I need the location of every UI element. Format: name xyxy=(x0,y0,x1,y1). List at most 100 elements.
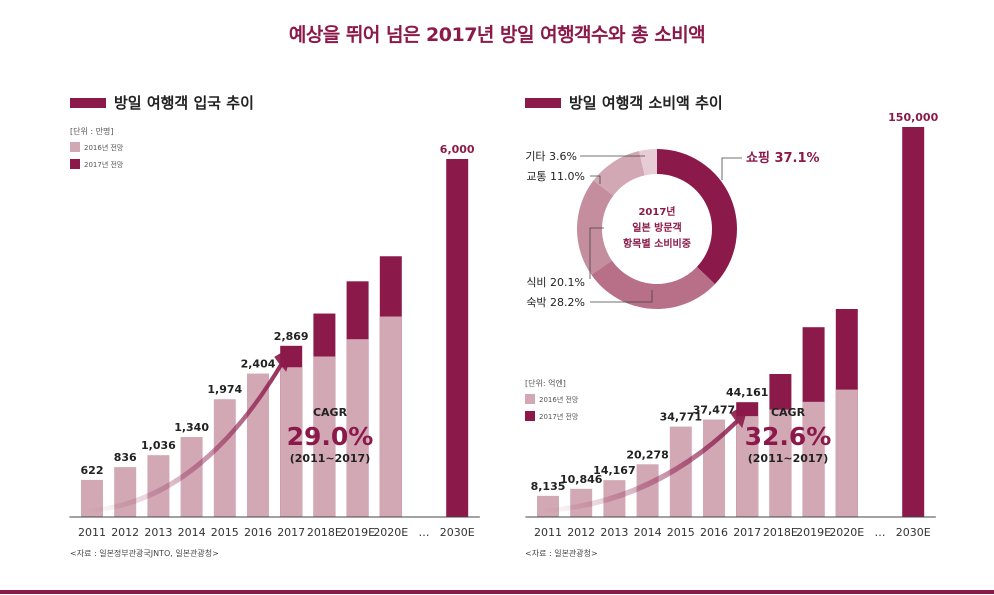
page-title: 예상을 뛰어 넘은 2017년 방일 여행객수와 총 소비액 xyxy=(288,24,706,46)
arrivals-data-label-2011: 622 xyxy=(81,464,104,477)
arrivals-bar-2016-2017 xyxy=(280,367,303,517)
arrivals-bar-2016-2011 xyxy=(81,479,103,517)
arrivals-tick-label-2016: 2016 xyxy=(244,526,272,539)
spending-tick-label-2011: 2011 xyxy=(534,526,562,539)
arrivals-tick-label-2030E: 2030E xyxy=(440,526,475,539)
spending-bar-2016-2020E xyxy=(835,389,858,517)
donut-center-label-0: 2017년 xyxy=(638,205,675,218)
arrivals-unit: [단위 : 만명] xyxy=(70,126,113,136)
spending-bar-2016-2014 xyxy=(636,464,659,517)
arrivals-bar-2016-2014 xyxy=(180,437,203,517)
arrivals-source: <자료 : 일본정부관광국JNTO, 일본관광청> xyxy=(70,548,219,558)
spending-data-label-2015: 34,771 xyxy=(660,411,702,424)
spending-bar-2016-2012 xyxy=(570,488,593,517)
spending-data-label-2013: 14,167 xyxy=(593,464,635,477)
spending-cagr-value: 32.6% xyxy=(745,422,832,451)
arrivals-tick-label-2014: 2014 xyxy=(178,526,206,539)
arrivals-tick-label-2011: 2011 xyxy=(78,526,106,539)
spending-tick-label-2015: 2015 xyxy=(667,526,695,539)
spending-bar-2016-2011 xyxy=(537,495,559,517)
spending-data-label-2030E: 150,000 xyxy=(888,111,938,124)
arrivals-bar-2016-2012 xyxy=(114,467,137,517)
donut-leader-숙박 xyxy=(590,290,653,303)
arrivals-tick-label-2015: 2015 xyxy=(211,526,239,539)
spending-bar-2016-2017 xyxy=(736,416,759,517)
spending-legend-swatch-1 xyxy=(525,411,535,421)
arrivals-bar-2016-2020E xyxy=(379,316,402,517)
arrivals-data-label-2017: 2,869 xyxy=(274,330,309,343)
donut-label-숙박: 숙박 28.2% xyxy=(526,296,585,309)
arrivals-tick-label-2020E: 2020E xyxy=(373,526,408,539)
arrivals-bar-2017-2030E xyxy=(446,159,469,517)
arrivals-bar-2016-2018E xyxy=(313,356,336,517)
arrivals-cagr-value: 29.0% xyxy=(287,422,374,451)
spending-data-label-2016: 37,477 xyxy=(693,404,735,417)
arrivals-tick-label-2019E: 2019E xyxy=(340,526,375,539)
arrivals-legend-swatch-1 xyxy=(70,159,80,169)
spending-cagr-label: CAGR xyxy=(771,406,806,419)
spending-legend-swatch-0 xyxy=(525,394,535,404)
arrivals-cagr-label: CAGR xyxy=(313,406,348,419)
spending-tick-label-2014: 2014 xyxy=(634,526,662,539)
spending-tick-label-2017: 2017 xyxy=(733,526,761,539)
arrivals-legend-label-0: 2016년 전망 xyxy=(84,143,124,152)
donut-leader-교통 xyxy=(590,175,601,184)
spending-data-label-2017: 44,161 xyxy=(726,386,768,399)
arrivals-data-label-2016: 2,404 xyxy=(241,358,276,371)
arrivals-data-label-2014: 1,340 xyxy=(174,421,209,434)
arrivals-bar-2016-2016 xyxy=(247,373,269,517)
donut-center-label-1: 일본 방문객 xyxy=(632,221,681,234)
spending-legend-label-1: 2017년 전망 xyxy=(539,412,579,421)
arrivals-data-label-2012: 836 xyxy=(114,451,137,464)
spending-tick-label-2020E: 2020E xyxy=(829,526,864,539)
arrivals-legend-swatch-0 xyxy=(70,142,80,152)
donut-leader-식비 xyxy=(589,227,604,279)
spending-tick-label-2018E: 2018E xyxy=(763,526,798,539)
donut-leader-쇼핑 xyxy=(721,157,742,180)
spending-source: <자료 : 일본관광청> xyxy=(525,548,598,558)
spending-cagr-period: (2011~2017) xyxy=(748,452,829,465)
arrivals-cagr-period: (2011~2017) xyxy=(290,452,371,465)
spending-bar-2016-2018E xyxy=(769,409,792,517)
arrivals-tick-label-…: … xyxy=(419,526,430,539)
spending-data-label-2011: 8,135 xyxy=(531,480,566,493)
donut-slice-숙박 xyxy=(591,260,715,309)
donut-label-교통: 교통 11.0% xyxy=(526,170,585,183)
spending-tick-label-2019E: 2019E xyxy=(796,526,831,539)
donut-slice-교통 xyxy=(593,151,645,196)
arrivals-data-label-2030E: 6,000 xyxy=(440,143,475,156)
bottom-divider xyxy=(0,590,994,594)
donut-label-쇼핑: 쇼핑 37.1% xyxy=(746,150,820,166)
spending-tick-label-2013: 2013 xyxy=(600,526,628,539)
donut-label-기타: 기타 3.6% xyxy=(525,150,577,163)
spending-bar-2016-2019E xyxy=(802,401,825,517)
spending-tick-label-…: … xyxy=(875,526,886,539)
arrivals-title: 방일 여행객 입국 추이 xyxy=(114,94,254,112)
spending-tick-label-2012: 2012 xyxy=(567,526,595,539)
arrivals-tick-label-2018E: 2018E xyxy=(307,526,342,539)
spending-tick-label-2016: 2016 xyxy=(700,526,728,539)
spending-title: 방일 여행객 소비액 추이 xyxy=(569,94,723,112)
spending-title-marker xyxy=(525,98,561,108)
arrivals-legend-label-1: 2017년 전망 xyxy=(84,160,124,169)
arrivals-data-label-2013: 1,036 xyxy=(141,439,176,452)
arrivals-title-marker xyxy=(70,98,106,108)
spending-unit: [단위: 억엔] xyxy=(525,378,566,388)
donut-slice-쇼핑 xyxy=(657,149,738,285)
spending-data-label-2012: 10,846 xyxy=(560,473,603,486)
spending-legend-label-0: 2016년 전망 xyxy=(539,395,579,404)
arrivals-bar-2016-2013 xyxy=(147,455,170,517)
arrivals-tick-label-2017: 2017 xyxy=(277,526,305,539)
arrivals-bar-2016-2015 xyxy=(213,399,236,517)
donut-slice-식비 xyxy=(577,180,614,275)
arrivals-tick-label-2013: 2013 xyxy=(144,526,172,539)
arrivals-tick-label-2012: 2012 xyxy=(111,526,139,539)
spending-bar-2017-2030E xyxy=(902,127,925,517)
donut-center-label-2: 항목별 소비비중 xyxy=(623,237,691,250)
arrivals-data-label-2015: 1,974 xyxy=(207,383,242,396)
spending-data-label-2014: 20,278 xyxy=(626,448,668,461)
donut-label-식비: 식비 20.1% xyxy=(526,276,585,289)
spending-bar-2016-2015 xyxy=(669,426,692,517)
spending-tick-label-2030E: 2030E xyxy=(896,526,931,539)
